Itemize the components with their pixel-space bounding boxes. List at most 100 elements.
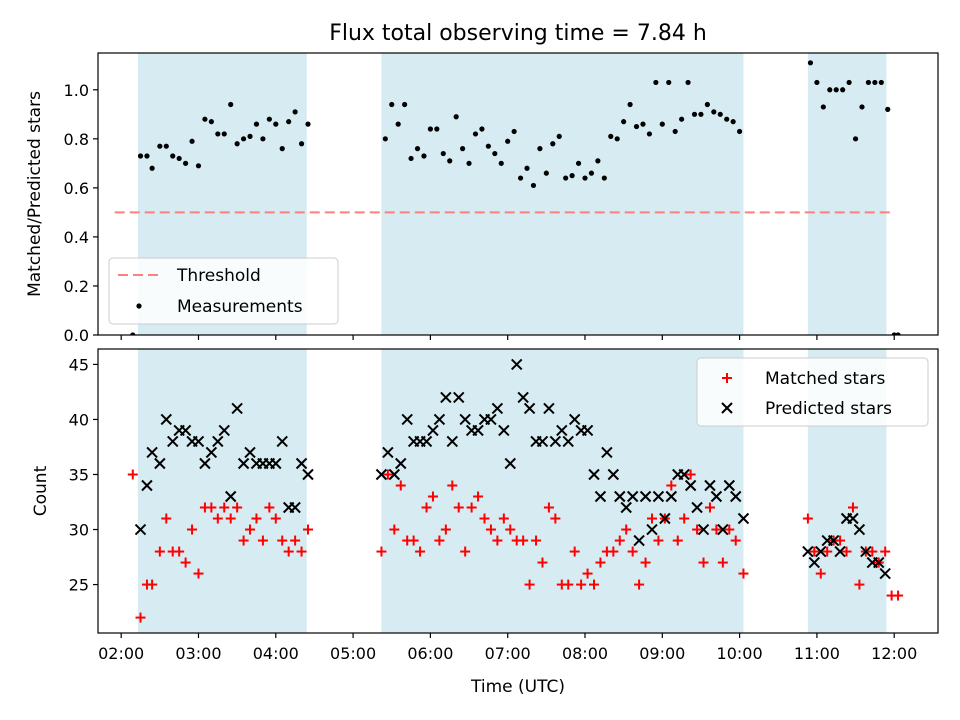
matched-star-point xyxy=(296,546,307,557)
predicted-star-point xyxy=(433,413,446,426)
matched-star-point xyxy=(822,546,833,557)
measurement-point xyxy=(621,119,627,125)
measurement-point xyxy=(195,163,202,169)
matched-star-point xyxy=(251,513,262,524)
predicted-star-point xyxy=(543,402,555,415)
measurement-point xyxy=(530,182,537,189)
measurement-point xyxy=(472,131,479,137)
predicted-star-point xyxy=(192,435,205,448)
measurement-point xyxy=(827,87,833,93)
predicted-star-point xyxy=(453,391,465,404)
predicted-star-point xyxy=(536,435,549,448)
matched-star-point xyxy=(835,535,846,546)
top-y-tick-label: 0.4 xyxy=(64,228,89,247)
measurement-point xyxy=(305,121,311,127)
measurement-point xyxy=(672,128,678,135)
measurement-point xyxy=(247,133,253,139)
matched-star-point xyxy=(563,579,574,590)
measurement-point xyxy=(582,175,588,181)
matched-star-point xyxy=(685,469,696,480)
predicted-star-point xyxy=(730,490,742,503)
matched-star-point xyxy=(698,557,709,568)
matched-star-point xyxy=(485,524,496,535)
matched-star-point xyxy=(238,535,249,546)
predicted-star-point xyxy=(224,490,237,503)
predicted-star-point xyxy=(231,402,243,415)
measurement-point xyxy=(279,146,285,152)
matched-star-point xyxy=(893,590,904,601)
predicted-star-point xyxy=(440,391,452,404)
predicted-star-point xyxy=(847,512,859,525)
matched-star-point xyxy=(518,535,529,546)
matched-star-point xyxy=(290,535,301,546)
measurement-point xyxy=(273,121,279,127)
matched-star-point xyxy=(666,480,677,491)
measurement-point xyxy=(730,119,736,125)
matched-star-point xyxy=(466,502,477,513)
matched-star-point xyxy=(264,502,275,513)
matched-star-point xyxy=(621,524,632,535)
predicted-star-point xyxy=(588,468,600,481)
measurement-point xyxy=(588,170,595,176)
matched-star-point xyxy=(608,546,619,557)
matched-star-point xyxy=(479,513,490,524)
predicted-star-point xyxy=(388,468,401,481)
measurement-point xyxy=(157,143,163,149)
predicted-star-point xyxy=(302,468,314,481)
measurement-point xyxy=(717,111,723,117)
predicted-star-point xyxy=(395,457,407,470)
bottom-legend: Matched stars Predicted stars xyxy=(696,357,929,427)
legend-predicted-label: Predicted stars xyxy=(765,399,892,419)
predicted-star-point xyxy=(459,413,471,426)
predicted-star-point xyxy=(633,534,645,547)
bottom-y-tick-label: 25 xyxy=(69,576,89,595)
x-tick-label: 04:00 xyxy=(253,644,299,663)
predicted-star-point xyxy=(549,435,562,448)
measurement-point xyxy=(563,175,569,181)
matched-star-point xyxy=(589,579,600,590)
measurement-point xyxy=(550,141,556,147)
measurement-point xyxy=(556,133,562,139)
measurement-point xyxy=(298,141,305,147)
measurement-point xyxy=(691,111,698,117)
bottom-y-axis-label: Count xyxy=(31,465,51,516)
measurement-point xyxy=(402,101,408,108)
predicted-star-point xyxy=(737,512,750,525)
matched-star-point xyxy=(802,513,813,524)
predicted-star-point xyxy=(205,446,218,459)
x-tick-label: 03:00 xyxy=(175,644,221,663)
top-y-tick-label: 0.8 xyxy=(64,130,89,149)
matched-star-point xyxy=(640,557,651,568)
top-y-tick-label: 1.0 xyxy=(64,81,89,100)
measurement-point xyxy=(807,60,814,66)
measurement-point xyxy=(292,109,298,115)
matched-star-point xyxy=(283,546,294,557)
predicted-star-point xyxy=(568,413,581,426)
measurement-point xyxy=(704,101,710,108)
predicted-star-point xyxy=(276,435,288,448)
matched-star-point xyxy=(569,546,580,557)
predicted-star-point xyxy=(827,534,840,547)
matched-star-point xyxy=(232,502,243,513)
matched-star-point xyxy=(646,513,657,524)
matched-star-point xyxy=(270,513,281,524)
measurement-point xyxy=(679,116,685,122)
matched-star-point xyxy=(225,513,236,524)
measurement-point xyxy=(895,332,901,335)
matched-star-point xyxy=(847,502,858,513)
predicted-star-point xyxy=(218,424,230,437)
measurement-point xyxy=(846,79,852,86)
predicted-star-point xyxy=(646,523,658,536)
legend-predicted-swatch-b xyxy=(721,402,733,414)
bottom-axes-frame xyxy=(97,348,939,634)
bottom-y-tick-label: 40 xyxy=(69,410,89,429)
top-legend-box xyxy=(108,257,339,325)
matched-star-point xyxy=(537,557,548,568)
x-tick-label: 10:00 xyxy=(717,644,763,663)
predicted-star-point xyxy=(815,545,827,558)
top-panel: 0.0 0.2 0.4 0.6 0.8 1.0 Threshold Measurements xyxy=(64,52,939,345)
measurement-point xyxy=(659,121,665,127)
measurement-point xyxy=(427,126,433,132)
predicted-star-point xyxy=(485,413,497,426)
